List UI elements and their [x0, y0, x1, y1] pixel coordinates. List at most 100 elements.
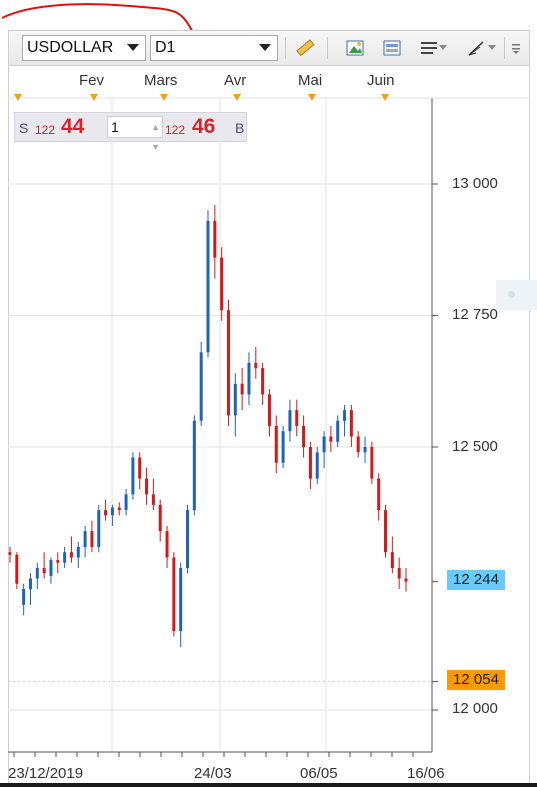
ruler-icon[interactable] [293, 37, 317, 59]
candle-body [220, 257, 224, 311]
candle-body [49, 560, 53, 576]
candle-body [69, 552, 73, 558]
draw-icon[interactable] [464, 37, 488, 59]
candle-body [322, 436, 326, 453]
candle-body [83, 531, 87, 547]
candle-body [384, 510, 388, 553]
price-axis-label: 12 750 [452, 306, 498, 323]
date-axis-label: 24/03 [194, 765, 232, 782]
event-marker-icon [90, 94, 98, 101]
side-panel-tab[interactable] [496, 280, 537, 310]
window-bottom-border [0, 783, 537, 787]
candle-body [315, 452, 319, 479]
candle-body [22, 589, 26, 605]
candle-body [213, 220, 217, 258]
event-marker-icon [14, 94, 22, 101]
candle-body [254, 362, 258, 369]
candle-body [28, 578, 32, 590]
month-label: Fev [79, 72, 105, 89]
chevron-down-icon[interactable] [253, 36, 277, 60]
candle-body [370, 447, 374, 479]
candle-body [199, 352, 203, 421]
candle-body [247, 362, 251, 395]
one-click-trading-panel: S 122 44 1 ▲ ▼ 122 46 B [14, 112, 247, 152]
sell-button[interactable]: S [19, 120, 29, 136]
candle-body [42, 567, 46, 574]
price-axis-label: 12 000 [452, 700, 498, 717]
menu-icon[interactable] [509, 37, 525, 59]
chevron-down-icon[interactable] [486, 37, 498, 59]
toolbar-divider [327, 37, 328, 59]
candle-body [329, 436, 333, 442]
candle-body [151, 494, 155, 505]
symbol-value: USDOLLAR [27, 39, 114, 56]
candle-body [35, 567, 39, 579]
candle-body [404, 578, 408, 582]
lot-size-value: 1 [111, 119, 119, 135]
picture-icon[interactable] [343, 37, 367, 59]
candle-body [145, 478, 149, 495]
buy-price[interactable]: 46 [192, 115, 216, 138]
candle-body [390, 552, 394, 568]
toolbar-divider [504, 37, 505, 59]
candle-body [97, 510, 101, 547]
month-label: Mai [298, 72, 323, 89]
toolbar-divider [285, 37, 286, 59]
price-axis-label: 13 000 [452, 175, 498, 192]
candle-body [226, 310, 230, 416]
candle-body [206, 220, 210, 353]
timeframe-select[interactable]: D1 [150, 35, 278, 61]
current-price-box: 12 244 [447, 570, 505, 590]
chevron-down-icon[interactable] [121, 36, 145, 60]
candle-body [261, 368, 265, 395]
candle-body [186, 510, 190, 568]
month-label: Juin [367, 72, 395, 89]
event-marker-icon [160, 94, 168, 101]
lot-size-input[interactable]: 1 ▲ ▼ [107, 116, 163, 152]
candle-body [281, 431, 285, 463]
candle-body [356, 436, 360, 453]
candle-body [397, 567, 401, 579]
marker-price-box: 12 054 [447, 670, 505, 690]
candle-body [288, 410, 292, 432]
candle-body [138, 457, 142, 479]
candle-body [165, 531, 169, 558]
spinner-icon[interactable]: ▲ ▼ [151, 122, 160, 152]
month-label: Mars [144, 72, 178, 89]
candle-body [274, 425, 278, 463]
candle-body [343, 410, 347, 421]
lines-icon[interactable] [417, 37, 441, 59]
chart-toolbar: USDOLLAR D1 [8, 30, 530, 66]
candle-body [308, 447, 312, 479]
candle-body [267, 394, 271, 426]
candle-body [110, 507, 114, 516]
candle-body [349, 410, 353, 437]
month-label: Avr [224, 72, 247, 89]
chart-frame [8, 66, 530, 787]
candle-body [90, 531, 94, 547]
buy-price-prefix[interactable]: 122 [165, 123, 186, 137]
candle-body [233, 383, 237, 416]
candle-body [63, 552, 67, 563]
date-axis-label: 06/05 [300, 765, 338, 782]
event-marker-icon [381, 94, 389, 101]
candle-body [117, 507, 121, 511]
candle-body [124, 494, 128, 511]
sell-price-prefix[interactable]: 122 [35, 123, 56, 137]
candle-body [56, 560, 60, 563]
buy-button[interactable]: B [235, 120, 245, 136]
sell-price[interactable]: 44 [61, 115, 85, 138]
template-icon[interactable] [380, 37, 404, 59]
date-axis-label: 16/06 [407, 765, 445, 782]
candle-body [377, 478, 381, 511]
date-axis-label: 23/12/2019 [8, 765, 84, 782]
timeframe-value: D1 [155, 39, 176, 56]
candle-body [15, 554, 19, 584]
event-marker-icon [308, 94, 316, 101]
symbol-select[interactable]: USDOLLAR [22, 35, 146, 61]
chevron-down-icon[interactable] [437, 37, 449, 59]
candle-body [192, 420, 196, 511]
candle-body [363, 447, 367, 453]
candle-body [295, 410, 299, 426]
